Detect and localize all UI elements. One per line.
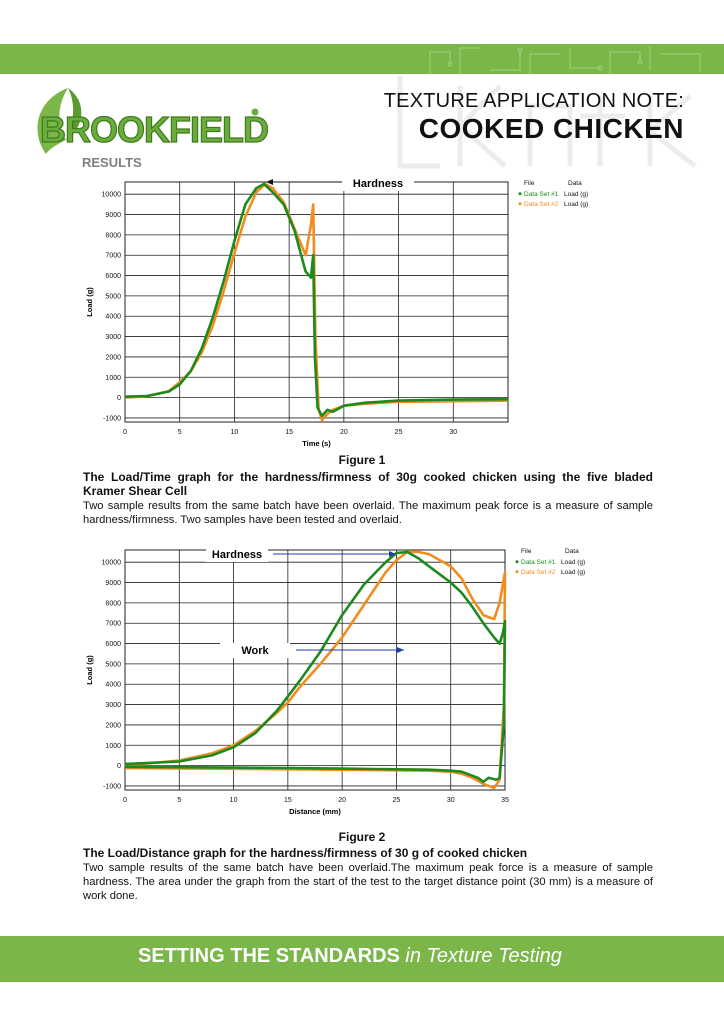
x-tick-label: 5 bbox=[178, 429, 182, 436]
legend-header-data: Data bbox=[568, 180, 582, 187]
y-tick-label: 3000 bbox=[105, 334, 121, 341]
legend-entry-data: Load (g) bbox=[564, 201, 588, 208]
work-arrow-head bbox=[397, 647, 404, 653]
y-tick-label: 7000 bbox=[105, 621, 121, 628]
legend-entry-data: Load (g) bbox=[564, 191, 588, 198]
hardness-arrow-head bbox=[266, 179, 273, 185]
hardness-annotation-box bbox=[342, 176, 414, 191]
y-tick-label: 7000 bbox=[105, 253, 121, 260]
figure1-caption: Two sample results from the same batch h… bbox=[83, 500, 653, 526]
y-tick-label: 3000 bbox=[105, 702, 121, 709]
header-band bbox=[0, 44, 724, 74]
legend-entry-name: Data Set #2 bbox=[524, 201, 559, 208]
x-tick-label: 25 bbox=[395, 429, 403, 436]
x-tick-label: 5 bbox=[177, 797, 181, 804]
x-tick-label: 35 bbox=[501, 797, 509, 804]
legend-marker bbox=[518, 202, 522, 206]
y-tick-label: 10000 bbox=[102, 560, 122, 567]
legend-entry-data: Load (g) bbox=[561, 569, 585, 576]
series-line-2 bbox=[124, 550, 507, 790]
x-tick-label: 10 bbox=[231, 429, 239, 436]
note-title: TEXTURE APPLICATION NOTE: bbox=[383, 90, 684, 112]
figure1-caption-title: The Load/Time graph for the hardness/fir… bbox=[83, 470, 653, 498]
y-tick-label: 0 bbox=[117, 395, 121, 402]
circuit-pattern-icon bbox=[429, 46, 701, 74]
legend-header-file: File bbox=[524, 180, 535, 187]
x-tick-label: 25 bbox=[393, 797, 401, 804]
hardness-annotation: Hardness bbox=[212, 549, 262, 561]
load-time-chart: 0 5 10 15 20 25 30-100001000200030004000500060… bbox=[85, 176, 588, 448]
y-tick-label: 8000 bbox=[105, 600, 121, 607]
y-tick-label: 5000 bbox=[105, 661, 121, 668]
x-tick-label: 0 bbox=[123, 429, 127, 436]
legend-marker bbox=[515, 560, 519, 564]
y-tick-label: 4000 bbox=[105, 682, 121, 689]
x-tick-label: 20 bbox=[340, 429, 348, 436]
brookfield-logo-icon: BROOKFIELD bbox=[37, 88, 268, 154]
hardness-annotation: Hardness bbox=[353, 178, 403, 190]
watermark-pattern-icon bbox=[397, 76, 697, 169]
y-tick-label: 2000 bbox=[105, 722, 121, 729]
y-tick-label: 5000 bbox=[105, 293, 121, 300]
y-tick-label: 4000 bbox=[105, 314, 121, 321]
load-distance-chart: 0 5 10 15 20 25 30 35-1000010002000300040005000… bbox=[85, 547, 585, 816]
legend-entry-name: Data Set #1 bbox=[524, 191, 559, 198]
legend-header-file: File bbox=[521, 548, 532, 555]
y-tick-label: 1000 bbox=[105, 743, 121, 750]
legend-marker bbox=[518, 192, 522, 196]
footer-tagline-rest: in Texture Testing bbox=[405, 945, 562, 967]
svg-text:BROOKFIELD: BROOKFIELD bbox=[40, 109, 268, 150]
footer-tagline: SETTING THE STANDARDS in Texture Testing bbox=[138, 942, 562, 970]
legend-header-data: Data bbox=[565, 548, 579, 555]
y-axis-label: Load (g) bbox=[85, 655, 94, 685]
y-axis-label: Load (g) bbox=[85, 287, 94, 317]
work-annotation: Work bbox=[241, 645, 269, 657]
x-tick-label: 30 bbox=[449, 429, 457, 436]
x-tick-label: 30 bbox=[447, 797, 455, 804]
y-tick-label: 10000 bbox=[102, 192, 122, 199]
y-tick-label: 8000 bbox=[105, 232, 121, 239]
figure2-caption: Two sample results of the same batch hav… bbox=[83, 862, 653, 902]
footer-tagline-strong: SETTING THE STANDARDS bbox=[138, 945, 400, 967]
legend-entry-name: Data Set #2 bbox=[521, 569, 556, 576]
y-tick-label: 9000 bbox=[105, 580, 121, 587]
x-tick-label: 15 bbox=[285, 429, 293, 436]
x-tick-label: 15 bbox=[284, 797, 292, 804]
y-tick-label: 0 bbox=[117, 763, 121, 770]
figure1-label: Figure 1 bbox=[338, 453, 386, 467]
x-axis-label: Time (s) bbox=[302, 439, 331, 448]
legend-entry-data: Load (g) bbox=[561, 559, 585, 566]
grid-lines bbox=[124, 182, 508, 422]
y-tick-label: 6000 bbox=[105, 641, 121, 648]
hardness-annotation-box bbox=[206, 547, 268, 562]
x-tick-label: 10 bbox=[230, 797, 238, 804]
y-tick-label: 6000 bbox=[105, 273, 121, 280]
legend-marker bbox=[515, 570, 519, 574]
x-tick-label: 20 bbox=[338, 797, 346, 804]
y-tick-label: 1000 bbox=[105, 375, 121, 382]
legend-entry-name: Data Set #1 bbox=[521, 559, 556, 566]
y-tick-label: -1000 bbox=[103, 783, 121, 790]
y-tick-label: -1000 bbox=[103, 415, 121, 422]
figure2-label: Figure 2 bbox=[338, 830, 386, 844]
note-subject: COOKED CHICKEN bbox=[418, 113, 684, 144]
section-heading: RESULTS bbox=[82, 155, 142, 170]
x-tick-label: 0 bbox=[123, 797, 127, 804]
series-line-1 bbox=[124, 182, 509, 418]
x-axis-label: Distance (mm) bbox=[289, 807, 341, 816]
work-annotation-box bbox=[220, 643, 290, 658]
series-line-1 bbox=[124, 550, 507, 784]
figure2-caption-title: The Load/Distance graph for the hardness… bbox=[83, 846, 528, 860]
hardness-arrow-head bbox=[389, 551, 396, 557]
y-tick-label: 2000 bbox=[105, 354, 121, 361]
footer-band bbox=[0, 936, 724, 982]
y-tick-label: 9000 bbox=[105, 212, 121, 219]
